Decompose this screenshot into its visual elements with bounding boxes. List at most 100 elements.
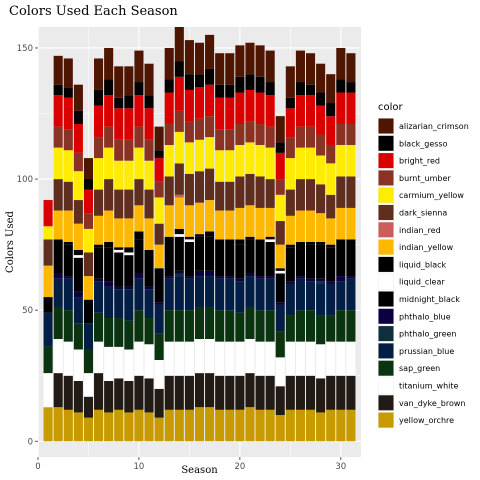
- bar-segment-burnt-umber: [194, 118, 205, 140]
- bar-segment-prussian-blue: [83, 323, 94, 350]
- legend-label: phthalo_green: [399, 330, 456, 339]
- bar-segment-indian-yellow: [215, 210, 225, 240]
- bar-segment-dark-sienna: [43, 239, 53, 266]
- bar-segment-midnight-black: [94, 247, 104, 279]
- bar-segment-indian-yellow: [285, 215, 295, 245]
- bar-segment-black-gesso: [104, 79, 114, 96]
- bar-segment-dark-sienna: [63, 181, 73, 211]
- bar-segment-liquid-black: [235, 239, 245, 245]
- bar-segment-burnt-umber: [346, 124, 356, 145]
- bar-segment-burnt-umber: [63, 129, 73, 151]
- bar-segment-bright-red: [205, 84, 215, 117]
- bar-segment-midnight-black: [43, 297, 53, 313]
- bar-segment-phthalo-blue: [346, 276, 356, 279]
- bar-segment-burnt-umber: [184, 121, 194, 143]
- bar-segment-black-gesso: [73, 110, 83, 125]
- bar-segment-midnight-black: [174, 236, 184, 271]
- bar-segment-burnt-umber: [94, 137, 104, 159]
- legend-swatch: [378, 308, 394, 324]
- bar-segment-indian-yellow: [326, 218, 336, 245]
- bar-segment-bright-red: [73, 124, 83, 153]
- bar-segment-titanium-white: [63, 341, 73, 376]
- bar-segment-van-dyke-brown: [235, 375, 245, 410]
- bar-segment-alizarian-crimson: [174, 27, 184, 62]
- bar-segment-prussian-blue: [245, 276, 255, 308]
- bar-segment-alizarian-crimson: [336, 47, 346, 80]
- bar-segment-indian-yellow: [265, 207, 275, 237]
- bar-segment-phthalo-blue: [235, 278, 245, 282]
- bar-segment-yellow-orchre: [124, 412, 134, 442]
- bar-segment-titanium-white: [73, 349, 83, 381]
- bar-segment-alizarian-crimson: [114, 66, 124, 98]
- bar-segment-prussian-blue: [285, 283, 295, 316]
- bar-segment-black-gesso: [215, 84, 225, 98]
- bar-segment-midnight-black: [134, 239, 144, 274]
- legend-swatch: [378, 291, 394, 307]
- bar-segment-midnight-black: [295, 242, 305, 277]
- bar-segment-bright-red: [43, 200, 53, 227]
- bar-segment-titanium-white: [43, 373, 53, 408]
- bar-segment-bright-red: [225, 97, 235, 130]
- bar-segment-carmium-yellow: [285, 158, 295, 190]
- bar-segment-van-dyke-brown: [114, 378, 124, 410]
- bar-segment-dark-sienna: [336, 176, 346, 208]
- bar-segment-sap-green: [225, 310, 235, 342]
- y-axis-title: Colors Used: [5, 210, 16, 272]
- bar-segment-prussian-blue: [275, 304, 285, 332]
- bar-segment-dark-sienna: [194, 171, 205, 203]
- bar-segment-prussian-blue: [225, 278, 235, 311]
- bar-segment-carmium-yellow: [265, 147, 275, 180]
- bar-segment-carmium-yellow: [53, 147, 63, 180]
- bar-segment-yellow-orchre: [275, 415, 285, 442]
- bar-segment-indian-yellow: [225, 210, 235, 240]
- bar-segment-black-gesso: [124, 95, 134, 109]
- bar-segment-sap-green: [174, 310, 184, 342]
- bar-segment-bright-red: [53, 95, 63, 127]
- bar-segment-phthalo-blue: [73, 291, 83, 298]
- bar-segment-yellow-orchre: [63, 409, 73, 442]
- legend-label: van_dyke_brown: [399, 399, 466, 408]
- bar-segment-phthalo-blue: [94, 278, 104, 282]
- bar-segment-midnight-black: [164, 242, 174, 277]
- bar-segment-titanium-white: [174, 341, 184, 376]
- bar-segment-midnight-black: [205, 236, 215, 271]
- bar-segment-carmium-yellow: [326, 163, 336, 195]
- legend-label: sap_green: [399, 364, 440, 373]
- bar-segment-burnt-umber: [53, 126, 63, 148]
- bar-segment-prussian-blue: [255, 278, 265, 311]
- legend-swatch: [378, 170, 394, 186]
- bar-segment-yellow-orchre: [194, 407, 205, 442]
- bar-segment-sap-green: [255, 310, 265, 342]
- bar-segment-midnight-black: [194, 236, 205, 271]
- bar-segment-titanium-white: [215, 341, 225, 376]
- bar-segment-indian-yellow: [255, 207, 265, 240]
- bar-segment-carmium-yellow: [295, 147, 305, 180]
- x-tick-label: 10: [134, 462, 145, 472]
- bar-segment-liquid-black: [346, 239, 356, 242]
- bar-segment-yellow-orchre: [184, 409, 194, 442]
- bar-segment-sap-green: [114, 318, 124, 347]
- bar-segment-bright-red: [305, 95, 316, 127]
- bar-segment-titanium-white: [164, 341, 174, 376]
- bar-segment-van-dyke-brown: [245, 373, 255, 408]
- bar-segment-midnight-black: [225, 242, 235, 277]
- bar-segment-midnight-black: [215, 242, 225, 277]
- bar-segment-bright-red: [154, 158, 164, 182]
- bar-segment-indian-yellow: [194, 202, 205, 235]
- bar-segment-black-gesso: [144, 95, 154, 109]
- bar-segment-indian-red: [174, 194, 184, 198]
- bar-segment-van-dyke-brown: [174, 375, 184, 410]
- x-tick-label: 0: [35, 462, 40, 472]
- bar-segment-phthalo-blue: [245, 273, 255, 277]
- axis-ticks: 0 10 20 30 0 50 100 150: [17, 44, 346, 472]
- bar-segment-indian-yellow: [73, 223, 83, 250]
- bar-segment-dark-sienna: [124, 189, 134, 219]
- bar-segment-bright-red: [316, 105, 326, 135]
- bar-segment-titanium-white: [114, 346, 124, 379]
- bar-segment-midnight-black: [104, 247, 114, 282]
- x-axis-title: Season: [181, 465, 218, 476]
- bar-segment-phthalo-blue: [194, 270, 205, 277]
- bar-segment-liquid-black: [245, 236, 255, 240]
- bar-segment-liquid-black: [205, 231, 215, 237]
- bar-segment-burnt-umber: [205, 116, 215, 138]
